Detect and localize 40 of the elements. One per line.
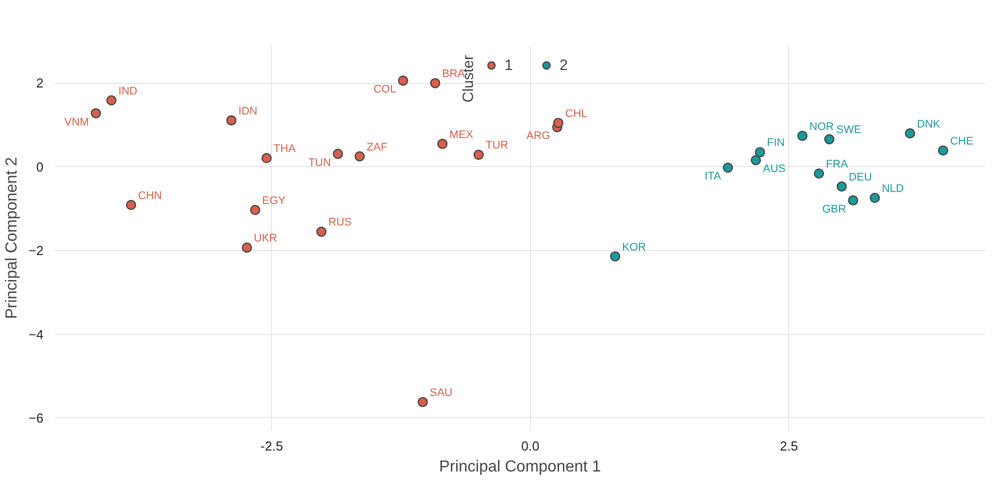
annotation: SWE bbox=[836, 124, 862, 136]
annotation: ZAF bbox=[366, 141, 388, 154]
annotation: CHE bbox=[950, 136, 974, 148]
annotation: COL bbox=[373, 84, 396, 96]
annotation: FIN bbox=[766, 137, 785, 150]
y-tick-label: −2 bbox=[28, 243, 44, 258]
annotation: GBR bbox=[822, 203, 846, 216]
annotation: TUN bbox=[308, 156, 331, 169]
annotation: MEX bbox=[449, 128, 474, 141]
annotation: NLD bbox=[882, 182, 904, 195]
annotation: CHN bbox=[138, 190, 162, 202]
x-tick-label: 0.0 bbox=[521, 438, 540, 454]
annotation: NOR bbox=[809, 120, 834, 133]
legend-label: 2 bbox=[560, 56, 569, 74]
annotation: IND bbox=[118, 85, 138, 98]
annotation: ARG bbox=[526, 130, 550, 142]
annotation: FRA bbox=[826, 158, 849, 171]
y-tick-label: 0 bbox=[36, 159, 44, 174]
annotation: ITA bbox=[704, 170, 722, 183]
annotation: DNK bbox=[916, 118, 941, 130]
annotation: AUS bbox=[762, 163, 786, 176]
x-tick-label: 2.5 bbox=[780, 438, 798, 454]
annotation: VNM bbox=[64, 116, 89, 128]
annotation: TUR bbox=[486, 140, 508, 152]
legend-label: 1 bbox=[504, 56, 514, 74]
annotation: KOR bbox=[622, 241, 646, 254]
x-axis-title: Principal Component 1 bbox=[439, 458, 602, 476]
y-tick-label: −4 bbox=[28, 326, 44, 342]
y-tick-label: 2 bbox=[36, 76, 44, 91]
annotation: CHL bbox=[565, 108, 588, 120]
annotation: SAU bbox=[430, 387, 452, 400]
y-axis-title: Principal Component 2 bbox=[4, 156, 21, 319]
annotation: UKR bbox=[254, 232, 278, 245]
x-tick-label: -2.5 bbox=[260, 438, 283, 454]
annotation: DEU bbox=[848, 172, 872, 184]
annotation: IDN bbox=[238, 105, 258, 118]
annotation: THA bbox=[274, 143, 296, 156]
annotation: RUS bbox=[328, 216, 352, 229]
y-tick-label: −6 bbox=[28, 410, 44, 426]
annotation: EGY bbox=[262, 194, 286, 207]
